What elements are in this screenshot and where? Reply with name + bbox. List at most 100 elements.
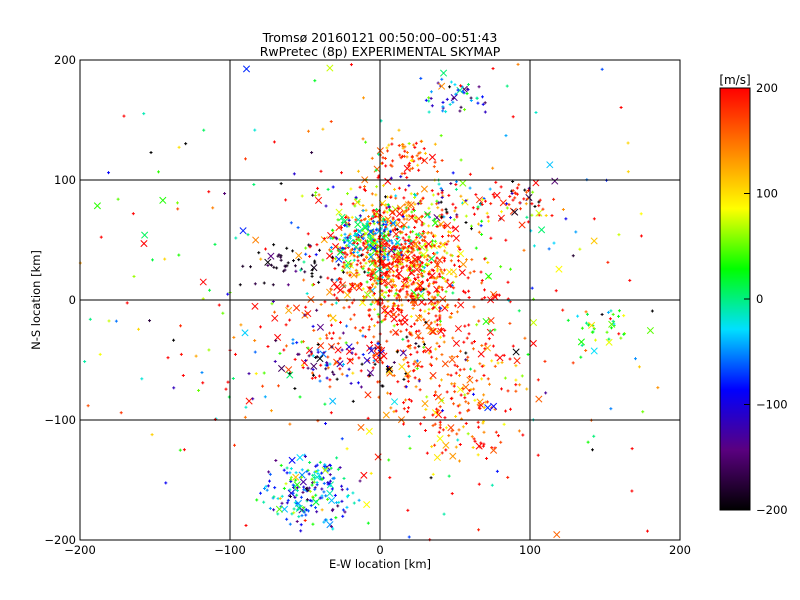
point-plus <box>294 478 298 482</box>
point-plus <box>499 387 503 391</box>
point-plus <box>324 367 328 371</box>
point-plus <box>468 172 472 176</box>
point-plus <box>439 268 443 272</box>
point-plus <box>370 217 374 221</box>
point-plus <box>351 202 355 206</box>
point-plus <box>509 407 513 411</box>
point-plus <box>470 341 474 345</box>
point-plus <box>468 271 472 275</box>
point-plus <box>343 251 347 255</box>
point-plus <box>450 492 454 496</box>
point-plus <box>375 249 379 253</box>
point-plus <box>362 187 366 191</box>
point-plus <box>318 248 322 252</box>
point-plus <box>412 362 416 366</box>
point-cross <box>353 198 361 206</box>
point-plus <box>458 403 462 407</box>
point-plus <box>587 323 591 327</box>
point-plus <box>392 313 396 317</box>
point-plus <box>338 466 342 470</box>
point-cross <box>513 357 521 365</box>
point-plus <box>179 324 183 328</box>
point-plus <box>396 380 400 384</box>
point-plus <box>404 188 408 192</box>
point-plus <box>404 257 408 261</box>
point-plus <box>385 339 389 343</box>
point-plus <box>464 199 468 203</box>
point-plus <box>333 267 337 271</box>
point-plus <box>330 278 334 282</box>
point-plus <box>331 370 335 374</box>
point-plus <box>285 501 289 505</box>
point-plus <box>480 219 484 223</box>
point-plus <box>395 263 399 267</box>
point-plus <box>511 180 515 184</box>
point-plus <box>382 217 386 221</box>
point-plus <box>414 141 418 145</box>
point-plus <box>311 522 315 526</box>
point-plus <box>371 276 375 280</box>
point-plus <box>486 215 490 219</box>
point-plus <box>358 246 362 250</box>
point-plus <box>364 261 368 265</box>
point-plus <box>363 270 367 274</box>
point-plus <box>427 307 431 311</box>
point-plus <box>303 455 307 459</box>
point-plus <box>456 244 460 248</box>
point-plus <box>579 355 583 359</box>
point-plus <box>388 392 392 396</box>
point-plus <box>462 340 466 344</box>
point-cross <box>275 505 283 513</box>
point-plus <box>361 258 365 262</box>
point-plus <box>335 296 339 300</box>
point-plus <box>368 374 372 378</box>
point-cross <box>551 177 559 185</box>
point-cross <box>287 489 295 497</box>
point-plus <box>367 308 371 312</box>
point-plus <box>403 145 407 149</box>
point-plus <box>357 498 361 502</box>
point-plus <box>275 266 279 270</box>
point-plus <box>390 142 394 146</box>
point-plus <box>312 328 316 332</box>
point-plus <box>372 263 376 267</box>
point-plus <box>442 334 446 338</box>
point-plus <box>401 146 405 150</box>
point-plus <box>422 287 426 291</box>
point-plus <box>295 519 299 523</box>
point-plus <box>389 230 393 234</box>
point-plus <box>337 263 341 267</box>
point-plus <box>586 440 590 444</box>
x-tick-label: −100 <box>214 543 246 557</box>
point-plus <box>404 233 408 237</box>
point-plus <box>514 383 518 387</box>
point-cross <box>140 239 148 248</box>
point-plus <box>457 259 461 263</box>
point-plus <box>436 267 440 271</box>
point-plus <box>324 466 328 470</box>
point-cross <box>535 395 543 403</box>
point-plus <box>262 486 266 490</box>
point-plus <box>592 434 596 438</box>
point-plus <box>400 262 404 266</box>
point-plus <box>311 324 315 328</box>
point-plus <box>425 395 429 399</box>
point-plus <box>273 359 277 363</box>
point-plus <box>304 246 308 250</box>
point-plus <box>478 362 482 366</box>
point-cross <box>384 177 392 185</box>
point-plus <box>430 268 434 272</box>
point-plus <box>291 483 295 487</box>
point-plus <box>443 328 447 332</box>
point-plus <box>427 293 431 297</box>
point-plus <box>342 476 346 480</box>
point-cross <box>384 309 392 317</box>
point-plus <box>179 352 183 356</box>
point-plus <box>305 498 309 502</box>
point-plus <box>314 493 318 497</box>
point-plus <box>200 371 204 375</box>
point-plus <box>347 244 351 248</box>
point-plus <box>325 376 329 380</box>
point-plus <box>122 114 126 118</box>
point-plus <box>329 246 333 250</box>
